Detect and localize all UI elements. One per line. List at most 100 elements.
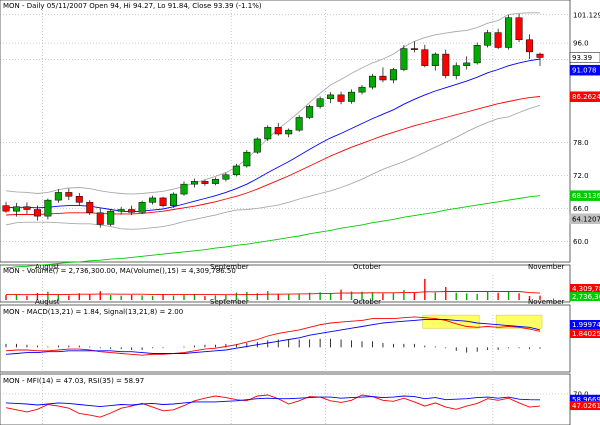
volume-value-badge-text: 2,736,300 xyxy=(572,293,600,301)
mfi-tick-label: 70.0 xyxy=(573,390,589,398)
price-value-badge xyxy=(569,213,600,225)
price-tick-label: 78.0 xyxy=(573,139,589,147)
candle-down xyxy=(201,181,209,184)
candle-down xyxy=(2,205,10,212)
candle-down xyxy=(526,39,534,53)
macd-panel-title: MON - MACD(13,21) = 1.84, Signal(13,21,8… xyxy=(3,308,183,316)
candle-up xyxy=(400,48,408,70)
price-value-badge-text: 86.2624 xyxy=(572,93,600,101)
candle-up xyxy=(117,209,125,212)
candle-up xyxy=(316,98,324,107)
candle-up xyxy=(484,32,492,46)
candle-up xyxy=(473,45,481,64)
candle-down xyxy=(128,209,136,213)
price-tick-label: 60.0 xyxy=(573,238,589,246)
candle-up xyxy=(170,193,178,206)
candle-up xyxy=(306,106,314,118)
candle-up xyxy=(431,53,439,66)
badge-layer: 101.12996.093.078.072.066.060.093.3991.0… xyxy=(569,11,600,411)
month-label-september-2: September xyxy=(210,298,249,306)
candle-down xyxy=(96,212,104,225)
candle-down xyxy=(410,48,418,50)
mid-moving-average-line xyxy=(5,96,541,216)
mfi-value-badge xyxy=(570,401,600,411)
price-value-badge-text: 64.1207 xyxy=(572,215,600,223)
candle-up xyxy=(348,91,356,102)
candle-down xyxy=(23,206,31,210)
candle-down xyxy=(274,127,282,135)
mfi-value-badge-text: 47.0261 xyxy=(572,402,600,410)
candle-down xyxy=(159,197,167,206)
candle-up xyxy=(211,178,219,184)
month-label-august-2: August xyxy=(35,298,60,306)
candle-up xyxy=(190,181,198,185)
long-moving-average-line xyxy=(5,195,541,269)
candle-up xyxy=(54,192,62,201)
series-layer xyxy=(2,12,544,418)
candle-up xyxy=(138,202,146,213)
macd-value-badge xyxy=(570,320,600,329)
candle-down xyxy=(337,94,345,102)
price-value-badge-text: 91.078 xyxy=(572,67,597,75)
month-label-november: November xyxy=(528,263,565,271)
volume-value-badge-text: 4,309,786 xyxy=(572,285,600,293)
volume-moving-average-line xyxy=(6,291,541,296)
candle-up xyxy=(463,62,471,66)
candle-up xyxy=(222,174,230,180)
mfi-value-badge xyxy=(570,394,600,404)
volume-panel-title: MON - Volume() = 2,736,300.00, MA(Volume… xyxy=(3,267,236,275)
rsi-line xyxy=(5,395,541,408)
candle-up xyxy=(12,206,20,212)
price-value-badge-text: 93.39 xyxy=(572,54,592,62)
candle-up xyxy=(180,183,188,195)
candle-up xyxy=(107,210,115,225)
candle-down xyxy=(421,49,429,66)
short-moving-average-line xyxy=(5,58,541,213)
mfi-line xyxy=(5,394,541,418)
price-tick-label: 66.0 xyxy=(573,205,589,213)
candle-up xyxy=(232,165,240,176)
price-value-badge xyxy=(569,190,600,201)
macd-highlight-box xyxy=(495,314,543,329)
price-value-badge xyxy=(569,91,600,102)
candle-up xyxy=(327,94,335,99)
bollinger-lower-line xyxy=(5,104,541,230)
price-panel-title: MON - Daily 05/11/2007 Open 94, Hi 94.27… xyxy=(3,2,262,10)
candle-up xyxy=(264,127,272,140)
month-label-august: August xyxy=(35,263,60,271)
candle-up xyxy=(253,138,261,153)
volume-value-badge xyxy=(570,284,600,293)
mfi-panel-title: MON - MFI(14) = 47.03, RSI(35) = 58.97 xyxy=(3,377,144,385)
month-label-september: September xyxy=(210,263,249,271)
price-tick-label: 72.0 xyxy=(573,172,589,180)
candle-up xyxy=(389,69,397,81)
price-panel-frame xyxy=(0,0,571,263)
candle-down xyxy=(65,192,73,197)
month-label-october: October xyxy=(353,263,381,271)
candle-down xyxy=(379,75,387,81)
candle-up xyxy=(149,197,157,203)
macd-value-badge xyxy=(570,329,600,338)
candle-up xyxy=(452,65,460,76)
candle-up xyxy=(358,86,366,93)
macd-value-badge-text: 1.99974 xyxy=(572,321,600,329)
month-label-november-2: November xyxy=(528,298,565,306)
bollinger-upper-line xyxy=(5,12,540,195)
volume-value-badge xyxy=(570,292,600,301)
candle-up xyxy=(505,17,513,48)
candle-down xyxy=(75,196,83,203)
candle-up xyxy=(295,117,303,131)
candle-up xyxy=(44,199,52,217)
price-value-badge xyxy=(569,64,600,76)
price-value-badge-text: 68.3136 xyxy=(572,192,600,200)
candle-up xyxy=(243,151,251,167)
price-value-badge xyxy=(569,52,600,63)
grid-layer xyxy=(0,10,570,425)
candle-down xyxy=(442,53,450,76)
month-label-october-2: October xyxy=(353,298,381,306)
mfi-value-badge-text: 58.9669 xyxy=(572,396,600,404)
candle-down xyxy=(515,17,523,41)
macd-value-badge-text: 1.84025 xyxy=(572,330,600,338)
